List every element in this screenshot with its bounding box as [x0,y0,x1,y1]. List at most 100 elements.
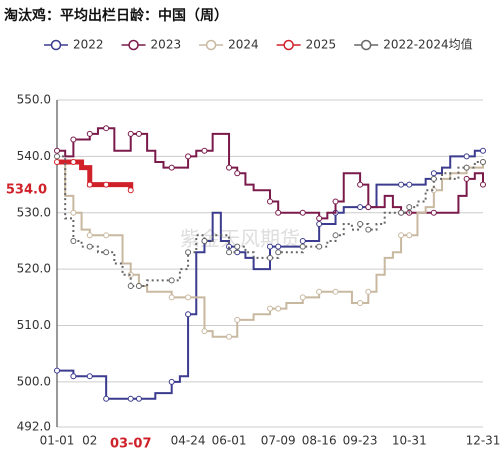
series-marker [357,221,364,228]
legend-marker [205,39,217,51]
series-marker [365,204,372,211]
series-marker [201,147,208,154]
series-marker [299,243,306,250]
x-tick-label: 02 [82,434,97,448]
series-marker [299,209,306,216]
series-marker [185,294,192,301]
series-marker [357,204,364,211]
series-marker [430,209,437,216]
series-marker [127,283,134,290]
x-tick-label: 04-24 [171,434,206,448]
series-marker [430,170,437,177]
series-marker [127,271,134,278]
series-marker [275,249,282,256]
series-marker [316,215,323,222]
series-marker [226,164,233,171]
series-marker [365,226,372,233]
series-marker [406,204,413,211]
series-marker [463,153,470,160]
legend-marker [283,39,294,51]
series-marker [406,181,413,188]
series-line [57,149,483,400]
series-marker [168,277,175,284]
legend-label: 2025 [306,38,337,52]
series-marker [86,243,93,250]
x-tick-label: 01-01 [40,434,75,448]
series-marker [226,249,233,256]
x-tick-label: 03-07 [110,437,152,452]
series-marker [70,136,77,143]
series-marker [86,373,93,380]
series-marker [463,175,470,182]
series-marker [70,209,77,216]
legend-label: 2024 [228,38,259,52]
series-marker [275,209,282,216]
series-marker [135,283,142,290]
series-marker [234,170,241,177]
series-marker [135,395,142,402]
series-marker [332,198,339,205]
series-marker [226,333,233,340]
y-marker-label: 534.0 [6,183,47,198]
series-marker [332,232,339,239]
legend-label: 2022 [73,38,104,52]
series-marker [299,294,306,301]
legend-marker [128,39,139,51]
y-tick-label: 530.0 [17,205,51,219]
series-marker [398,209,405,216]
series-marker [135,130,142,137]
series-marker [54,147,60,154]
x-tick-label: 10-31 [392,434,427,448]
series-marker [103,395,110,402]
y-tick-label: 550.0 [17,93,51,107]
legend-marker [360,39,372,51]
y-tick-label: 500.0 [17,374,51,388]
series-marker [275,243,282,250]
chart-title: 淘汰鸡：平均出栏日龄：中国（周） [4,7,228,24]
series-marker [54,153,60,160]
series-marker [357,299,364,306]
series-line [57,159,134,191]
series-marker [54,367,60,374]
series-marker [267,243,273,250]
series-marker [430,175,437,182]
series-marker [54,159,60,166]
series-marker [357,181,364,188]
x-tick-label: 06-01 [212,434,247,448]
series-marker [398,181,405,188]
series-marker [86,130,93,137]
series-marker [267,305,273,312]
series-marker [103,181,110,188]
series-marker [398,232,405,239]
series-marker [103,125,110,132]
series-marker [201,237,208,244]
y-tick-label: 510.0 [17,318,51,332]
x-tick-label: 12-31 [466,434,501,448]
series-marker [406,232,413,239]
x-tick-label: 07-09 [261,434,296,448]
y-tick-label: 540.0 [17,149,51,163]
series-marker [316,243,323,250]
series-marker [480,159,486,166]
series-marker [185,153,192,160]
series-marker [103,232,110,239]
series-marker [480,181,486,188]
series-marker [86,232,93,239]
legend-label: 2023 [151,38,182,52]
series-marker [70,373,77,380]
series-marker [127,187,134,194]
series-marker [185,311,192,318]
y-tick-label: 492.0 [17,420,51,434]
series-marker [168,164,175,171]
series-marker [267,254,273,261]
series-marker [365,288,372,295]
series-marker [168,294,175,301]
series-marker [70,237,77,244]
series-marker [127,395,134,402]
series-line [57,127,484,220]
series-marker [480,147,486,154]
x-tick-label: 09-23 [343,434,378,448]
series-marker [201,328,208,335]
